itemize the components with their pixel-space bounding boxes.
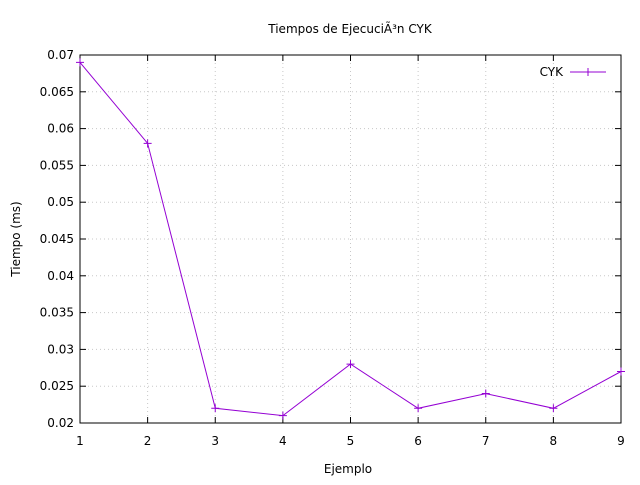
y-tick-label: 0.03	[47, 342, 74, 356]
data-point	[617, 367, 625, 376]
data-point	[346, 360, 355, 369]
y-tick-label: 0.05	[47, 195, 74, 209]
y-tick-label: 0.025	[40, 379, 74, 393]
y-tick-label: 0.045	[40, 232, 74, 246]
y-tick-label: 0.035	[40, 306, 74, 320]
x-axis-label: Ejemplo	[324, 462, 372, 476]
legend-marker-cyk	[584, 68, 592, 76]
tick-labels: 0.02 0.025 0.03 0.035 0.04 0.045 0.05 0.055 0.06…	[40, 48, 625, 448]
y-tick-label: 0.065	[40, 85, 74, 99]
x-tick-label: 2	[144, 434, 152, 448]
y-tick-label: 0.02	[47, 416, 74, 430]
x-tick-label: 9	[617, 434, 625, 448]
y-tick-label: 0.04	[47, 269, 74, 283]
x-tick-label: 4	[279, 434, 287, 448]
chart-title: Tiempos de EjecuciÃ³n CYK	[267, 21, 433, 36]
data-point	[76, 58, 84, 67]
plot-frame	[79, 54, 622, 424]
x-tick-label: 7	[482, 434, 490, 448]
data-point	[549, 404, 558, 413]
x-tick-label: 3	[211, 434, 219, 448]
data-point	[278, 411, 287, 420]
series	[76, 58, 625, 420]
data-point	[481, 389, 490, 398]
y-axis-label: Tiempo (ms)	[9, 201, 23, 277]
y-tick-label: 0.06	[47, 122, 74, 136]
grid	[80, 55, 621, 423]
data-point	[211, 404, 220, 413]
y-tick-label: 0.07	[47, 48, 74, 62]
x-tick-label: 5	[347, 434, 355, 448]
data-point	[414, 404, 423, 413]
data-point	[143, 139, 152, 148]
x-tick-label: 1	[76, 434, 84, 448]
y-tick-label: 0.055	[40, 158, 74, 172]
legend: CYK	[540, 65, 606, 79]
x-tick-label: 8	[550, 434, 558, 448]
legend-label-cyk: CYK	[540, 65, 564, 79]
x-tick-label: 6	[414, 434, 422, 448]
